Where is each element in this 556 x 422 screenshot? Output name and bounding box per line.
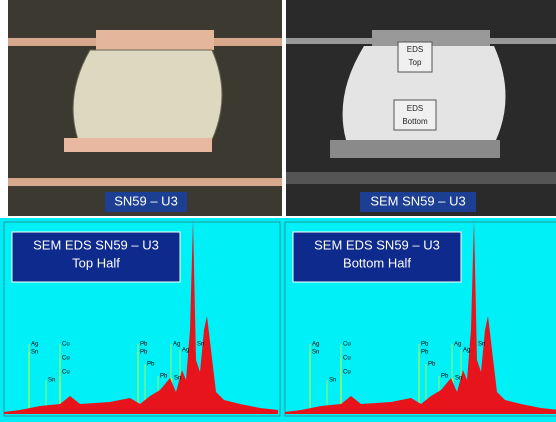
eds-box-label: EDS — [407, 45, 423, 54]
spectrum-title: SEM EDS SN59 – U3 — [33, 237, 159, 252]
caption-box — [105, 192, 187, 212]
peak-label: Pb — [421, 350, 429, 356]
eds-box-label: Top — [409, 58, 422, 67]
spectrum-area — [4, 220, 278, 414]
peak-label: Cu — [62, 342, 70, 348]
peak-label: Ag — [312, 342, 319, 348]
peak-label: Ag — [182, 348, 189, 354]
peak-label: Sn — [478, 342, 485, 348]
caption-box — [360, 192, 476, 212]
peak-label: Pb — [421, 342, 429, 348]
peak-label: Ag — [454, 342, 461, 348]
caption: SEM SN59 – U3 — [370, 193, 465, 208]
peak-label: Sn — [48, 378, 55, 384]
peak-label: Pb — [428, 362, 436, 368]
peak-label: Cu — [343, 342, 351, 348]
peak-label: Pb — [140, 342, 148, 348]
spectrum-title: Bottom Half — [343, 255, 411, 270]
peak-label: Ag — [173, 342, 180, 348]
peak-label: Pb — [160, 374, 168, 380]
peak-label: Cu — [62, 356, 70, 362]
spectrum-panel: SEM EDS SN59 – U3 Top Half Ag Sn Cu Cu Cu Sn Pb P… — [3, 220, 281, 417]
peak-label: Cu — [343, 356, 351, 362]
peak-label: Ag — [463, 348, 470, 354]
spectrum-area — [285, 220, 556, 414]
optical-micrograph — [8, 0, 282, 216]
peak-label: Sn — [455, 376, 462, 382]
eds-box-label: EDS — [407, 104, 423, 113]
eds-box-label: Bottom — [402, 117, 428, 126]
spectrum-title: Top Half — [72, 255, 120, 270]
peak-label: Cu — [62, 370, 70, 376]
peak-label: Cu — [343, 370, 351, 376]
peak-label: Pb — [140, 350, 148, 356]
peak-label: Ag — [31, 342, 38, 348]
peak-label: Pb — [441, 374, 449, 380]
spectra: SEM EDS SN59 – U3 Top Half Ag Sn Cu Cu Cu Sn Pb P… — [3, 220, 556, 417]
spectrum-title: SEM EDS SN59 – U3 — [314, 237, 440, 252]
spectrum-title-box — [292, 231, 462, 283]
spectrum-panel: SEM EDS SN59 – U3 Bottom Half Ag Sn Cu Cu Cu Sn… — [284, 220, 556, 417]
peak-label: Pb — [147, 362, 155, 368]
peak-label: Sn — [31, 350, 38, 356]
caption: SN59 – U3 — [114, 193, 178, 208]
peak-label: Sn — [197, 342, 204, 348]
peak-label: Sn — [174, 376, 181, 382]
peak-label: Sn — [329, 378, 336, 384]
spectrum-title-box — [11, 231, 181, 283]
sem-micrograph: EDS Top EDS Bottom — [286, 0, 556, 216]
peak-label: Sn — [312, 350, 319, 356]
